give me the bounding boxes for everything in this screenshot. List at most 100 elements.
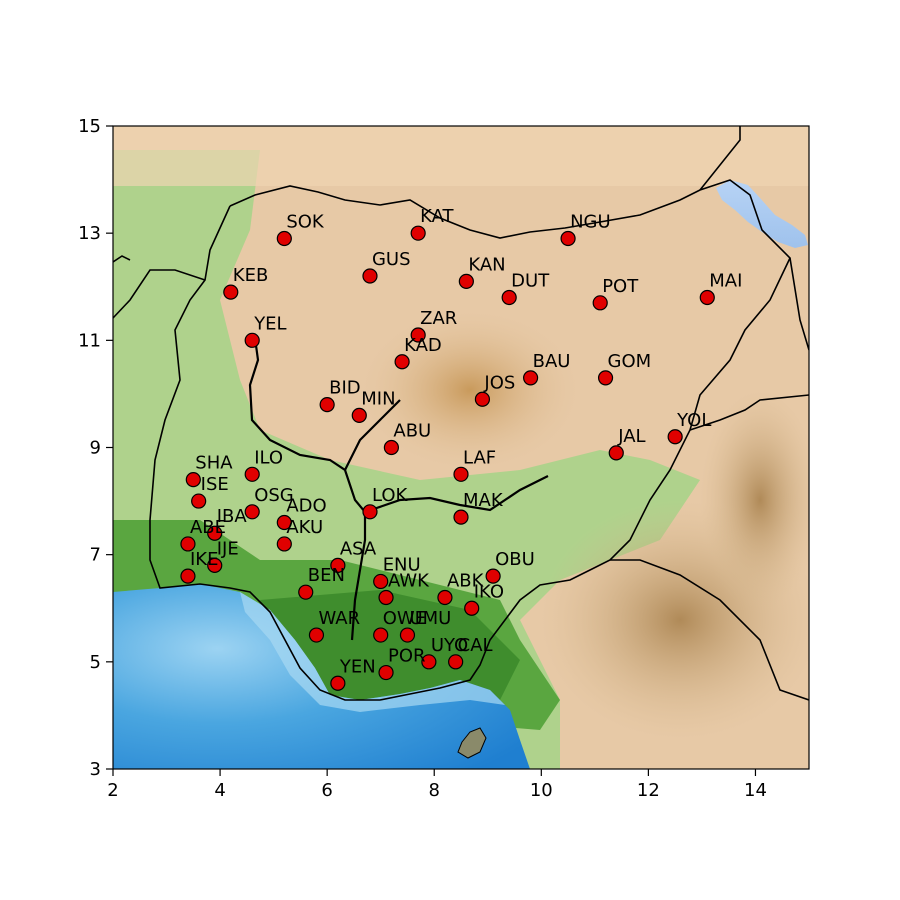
niger-benin-border bbox=[113, 269, 206, 319]
city-marker[interactable] bbox=[421, 654, 437, 670]
city-marker[interactable] bbox=[458, 273, 474, 289]
relief-basemap bbox=[113, 126, 809, 769]
city-marker[interactable] bbox=[207, 557, 223, 573]
city-marker[interactable] bbox=[378, 589, 394, 606]
city-marker[interactable] bbox=[298, 584, 314, 600]
city-marker[interactable] bbox=[180, 536, 196, 552]
city-marker[interactable] bbox=[373, 573, 389, 590]
city-label: KAT bbox=[420, 206, 454, 227]
city-marker[interactable] bbox=[522, 370, 539, 386]
city-label: LAF bbox=[463, 447, 496, 468]
lake-chad bbox=[716, 180, 808, 248]
x-tick-label: 6 bbox=[321, 780, 332, 801]
city-marker[interactable] bbox=[410, 225, 426, 241]
city-marker[interactable] bbox=[351, 407, 367, 423]
city-marker[interactable] bbox=[453, 509, 469, 525]
kaduna-river bbox=[344, 399, 401, 471]
city-marker[interactable] bbox=[308, 627, 325, 643]
city-label: YEL bbox=[253, 313, 286, 334]
y-tick-label: 9 bbox=[90, 438, 101, 459]
city-marker[interactable] bbox=[330, 675, 346, 691]
city-label: KEB bbox=[233, 265, 269, 286]
city-marker[interactable] bbox=[597, 370, 614, 386]
city-marker[interactable] bbox=[464, 600, 480, 616]
city-label: CAL bbox=[458, 635, 493, 656]
x-tick-label: 4 bbox=[214, 780, 225, 801]
benin-border bbox=[113, 255, 131, 263]
x-tick-label: 2 bbox=[107, 780, 118, 801]
city-marker[interactable] bbox=[276, 514, 292, 531]
city-label: IBA bbox=[217, 506, 248, 527]
city-marker[interactable] bbox=[560, 230, 576, 247]
city-marker[interactable] bbox=[501, 289, 517, 306]
city-label: IJE bbox=[217, 538, 239, 559]
jos-plateau-relief bbox=[360, 310, 580, 470]
city-marker[interactable] bbox=[699, 289, 715, 306]
city-marker[interactable] bbox=[276, 230, 292, 247]
y-tick-label: 15 bbox=[78, 116, 101, 137]
bioko-island bbox=[457, 727, 487, 759]
city-label: ISE bbox=[201, 474, 229, 495]
country-borders bbox=[113, 126, 809, 701]
city-label: JOS bbox=[483, 372, 515, 393]
city-marker[interactable] bbox=[362, 504, 378, 520]
city-marker[interactable] bbox=[276, 536, 292, 552]
city-label: MAI bbox=[709, 270, 742, 291]
city-label: NGU bbox=[570, 212, 611, 233]
city-label: ABK bbox=[447, 571, 485, 592]
city-marker[interactable] bbox=[191, 493, 207, 509]
city-label: ABU bbox=[393, 421, 431, 442]
x-tick-label: 10 bbox=[530, 780, 553, 801]
city-marker[interactable] bbox=[383, 439, 399, 456]
city-marker[interactable] bbox=[453, 466, 469, 482]
x-tick-label: 12 bbox=[637, 780, 660, 801]
city-marker[interactable] bbox=[667, 429, 683, 445]
city-label: BID bbox=[329, 378, 361, 399]
city-marker[interactable] bbox=[394, 354, 410, 370]
city-label: SOK bbox=[286, 212, 325, 233]
benue-river bbox=[364, 475, 549, 514]
city-label: KAD bbox=[404, 335, 442, 356]
city-marker[interactable] bbox=[244, 332, 260, 348]
city-marker[interactable] bbox=[244, 504, 260, 520]
niger-river bbox=[248, 337, 367, 641]
city-label: LOK bbox=[372, 485, 409, 506]
city-marker[interactable] bbox=[223, 284, 239, 300]
city-marker[interactable] bbox=[207, 525, 223, 541]
city-label: ASA bbox=[340, 538, 377, 559]
city-marker[interactable] bbox=[319, 397, 335, 413]
x-tick-label: 8 bbox=[429, 780, 440, 801]
city-marker[interactable] bbox=[485, 568, 501, 584]
city-marker[interactable] bbox=[373, 627, 389, 643]
city-label: POR bbox=[388, 646, 426, 667]
city-marker[interactable] bbox=[378, 664, 394, 681]
city-label: IKO bbox=[474, 581, 504, 602]
city-marker[interactable] bbox=[592, 295, 608, 311]
city-marker[interactable] bbox=[448, 654, 464, 670]
city-marker[interactable] bbox=[474, 391, 491, 407]
y-tick-label: 7 bbox=[90, 545, 101, 566]
city-marker[interactable] bbox=[330, 557, 346, 573]
city-marker[interactable] bbox=[437, 589, 453, 606]
y-tick-label: 5 bbox=[90, 652, 101, 673]
city-marker[interactable] bbox=[244, 466, 260, 482]
city-marker[interactable] bbox=[180, 568, 196, 584]
city-label: ENU bbox=[383, 554, 421, 575]
city-marker[interactable] bbox=[362, 268, 378, 284]
city-label: MAK bbox=[463, 490, 504, 511]
nigeria-border-outline bbox=[149, 179, 791, 701]
city-label: JAL bbox=[617, 426, 645, 447]
city-marker[interactable] bbox=[185, 472, 201, 488]
city-label: AWK bbox=[388, 571, 430, 592]
city-label: KAN bbox=[468, 254, 505, 275]
city-label: GUS bbox=[372, 249, 411, 270]
cameroon-south-border bbox=[610, 559, 809, 701]
niger-chad-border bbox=[699, 126, 741, 191]
city-marker[interactable] bbox=[608, 445, 624, 461]
city-label: MIN bbox=[361, 388, 395, 409]
city-marker[interactable] bbox=[399, 627, 416, 643]
city-label: UYO bbox=[431, 635, 468, 656]
city-label: GOM bbox=[608, 351, 652, 372]
city-marker[interactable] bbox=[410, 327, 426, 343]
y-axis: 3 5 7 9 11 13 15 bbox=[78, 116, 113, 780]
